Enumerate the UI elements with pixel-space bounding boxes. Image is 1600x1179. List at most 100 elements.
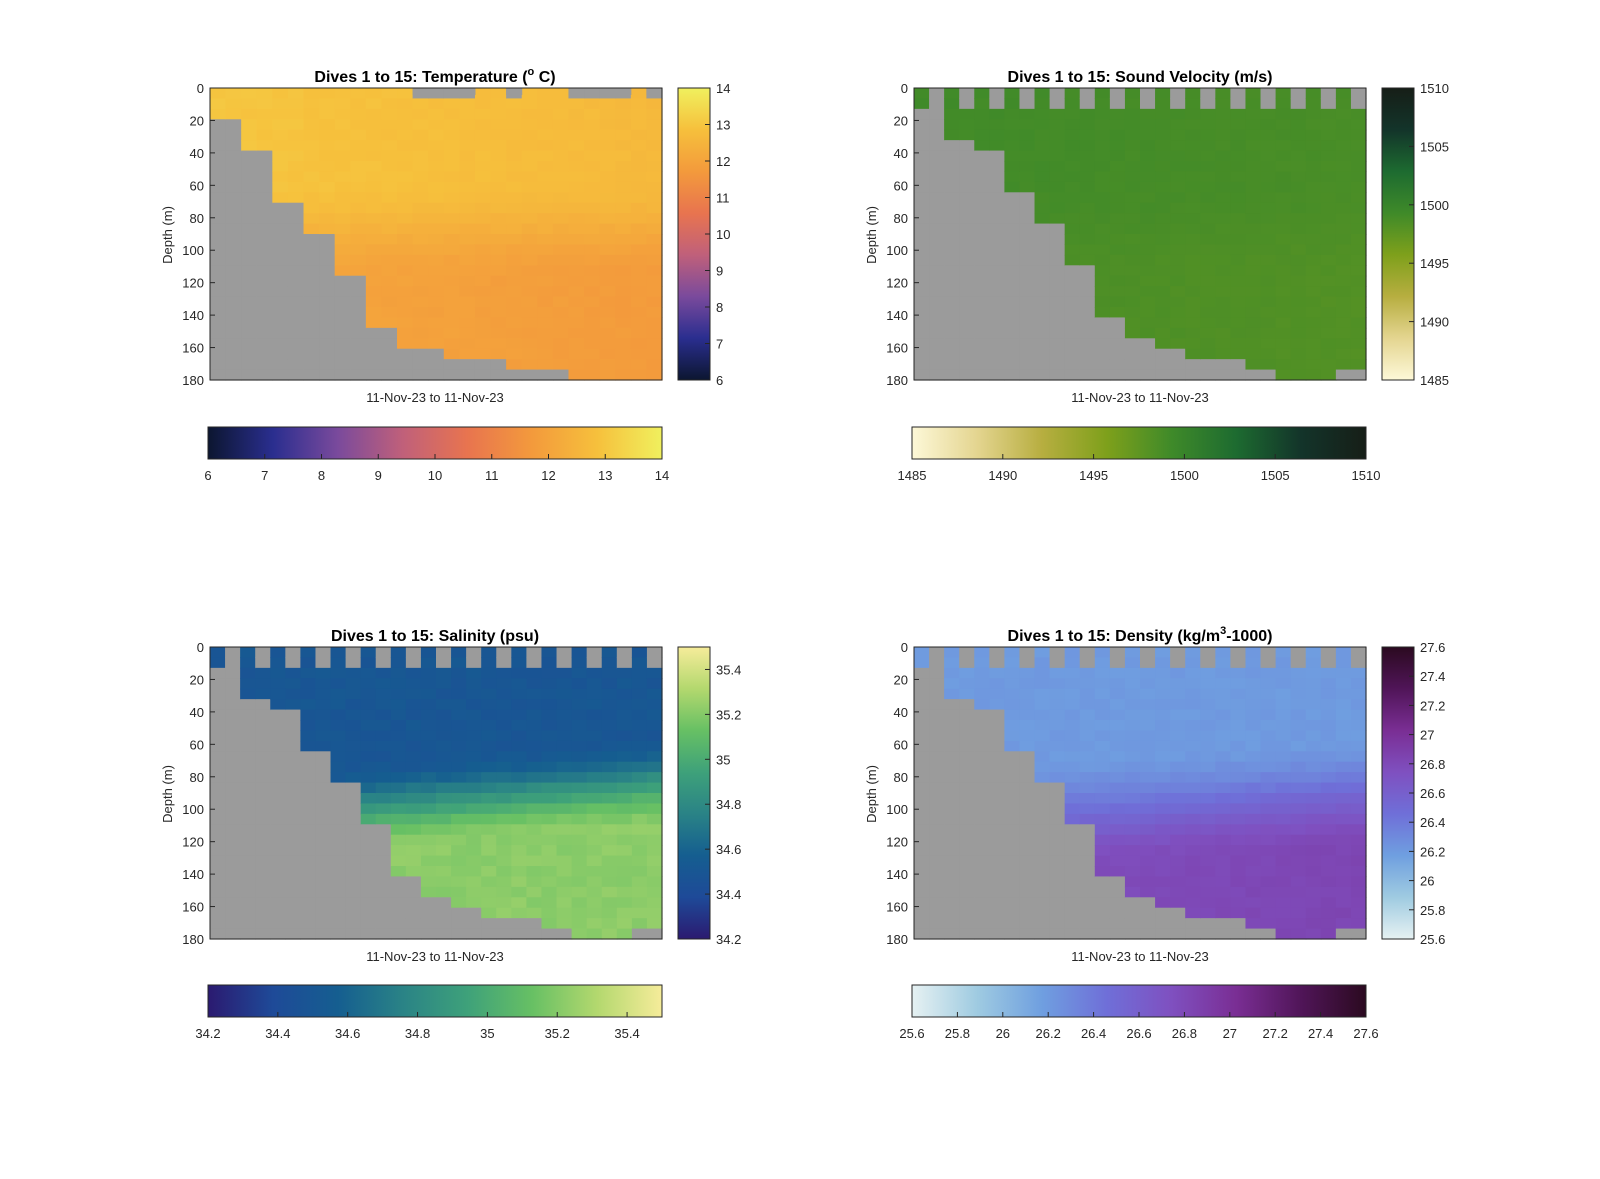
heatmap-cell bbox=[272, 317, 289, 329]
heatmap-cell bbox=[285, 876, 301, 888]
heatmap-cell bbox=[241, 192, 258, 204]
heatmap-cell bbox=[1305, 730, 1322, 742]
heatmap-cell bbox=[1335, 327, 1352, 339]
heatmap-cell bbox=[412, 348, 429, 360]
heatmap-cell bbox=[240, 772, 256, 784]
heatmap-cell bbox=[974, 897, 990, 909]
heatmap-cell bbox=[601, 657, 618, 669]
heatmap-cell bbox=[1260, 265, 1277, 277]
heatmap-cell bbox=[1170, 834, 1186, 846]
heatmap-cell bbox=[584, 140, 601, 152]
heatmap-cell bbox=[1019, 866, 1036, 878]
heatmap-cell bbox=[1350, 369, 1367, 381]
heatmap-cell bbox=[466, 813, 482, 825]
heatmap-cell bbox=[616, 740, 633, 752]
heatmap-cell bbox=[1124, 286, 1141, 298]
heatmap-cell bbox=[537, 234, 554, 246]
heatmap-cell bbox=[210, 359, 227, 371]
heatmap-cell bbox=[1275, 897, 1292, 909]
colorbar-tick-label: 12 bbox=[716, 154, 730, 169]
heatmap-cell bbox=[599, 275, 616, 287]
heatmap-cell bbox=[474, 286, 492, 298]
heatmap-cell bbox=[630, 234, 648, 246]
heatmap-cell bbox=[496, 678, 512, 690]
heatmap-cell bbox=[1230, 223, 1247, 235]
heatmap-cell bbox=[303, 234, 320, 246]
heatmap-cell bbox=[1200, 338, 1216, 350]
heatmap-cell bbox=[272, 98, 289, 110]
heatmap-cell bbox=[1140, 709, 1156, 721]
heatmap-cell bbox=[412, 108, 429, 120]
heatmap-cell bbox=[511, 688, 527, 700]
heatmap-cell bbox=[1215, 751, 1231, 763]
heatmap-cell bbox=[1140, 192, 1156, 204]
heatmap-cell bbox=[1200, 317, 1216, 329]
heatmap-cell bbox=[1245, 834, 1262, 846]
heatmap-cell bbox=[1094, 793, 1111, 805]
heatmap-cell bbox=[1200, 88, 1216, 100]
heatmap-cell bbox=[256, 171, 273, 183]
heatmap-cell bbox=[1170, 108, 1186, 120]
heatmap-cell bbox=[511, 720, 527, 732]
heatmap-cell bbox=[334, 213, 351, 225]
heatmap-cell bbox=[1064, 119, 1081, 131]
heatmap-cell bbox=[1275, 244, 1292, 256]
heatmap-cell bbox=[1350, 98, 1367, 110]
heatmap-cell bbox=[1049, 667, 1066, 679]
heatmap-cell bbox=[631, 813, 648, 825]
heatmap-cell bbox=[272, 161, 289, 173]
heatmap-cell bbox=[1290, 647, 1307, 659]
heatmap-cell bbox=[210, 108, 227, 120]
heatmap-cell bbox=[225, 782, 241, 794]
heatmap-cell bbox=[1140, 803, 1156, 815]
heatmap-cell bbox=[584, 213, 601, 225]
heatmap-cell bbox=[481, 928, 497, 940]
heatmap-cell bbox=[552, 213, 570, 225]
heatmap-cell bbox=[1155, 803, 1171, 815]
heatmap-cell bbox=[240, 709, 256, 721]
colorbar-tick-label: 8 bbox=[318, 468, 325, 483]
heatmap-cell bbox=[586, 667, 603, 679]
heatmap-cell bbox=[1049, 699, 1066, 711]
heatmap-cell bbox=[631, 886, 648, 898]
heatmap-cell bbox=[481, 720, 497, 732]
heatmap-cell bbox=[615, 327, 632, 339]
heatmap-cell bbox=[1230, 348, 1247, 360]
heatmap-cell bbox=[615, 296, 632, 308]
heatmap-cell bbox=[1064, 730, 1081, 742]
heatmap-cell bbox=[1064, 886, 1081, 898]
heatmap-cell bbox=[1140, 761, 1156, 773]
heatmap-cell bbox=[571, 834, 588, 846]
heatmap-cell bbox=[334, 234, 351, 246]
heatmap-cell bbox=[405, 709, 422, 721]
heatmap-cell bbox=[914, 338, 930, 350]
heatmap-cell bbox=[1034, 834, 1051, 846]
heatmap-cell bbox=[1350, 866, 1367, 878]
heatmap-cell bbox=[496, 793, 512, 805]
heatmap-cell bbox=[1079, 192, 1096, 204]
heatmap-cell bbox=[929, 918, 945, 930]
heatmap-cell bbox=[1019, 751, 1036, 763]
heatmap-cell bbox=[1019, 234, 1036, 246]
heatmap-cell bbox=[1064, 348, 1081, 360]
heatmap-cell bbox=[496, 928, 512, 940]
heatmap-cell bbox=[1350, 150, 1367, 162]
heatmap-cell bbox=[1305, 657, 1322, 669]
heatmap-cell bbox=[474, 213, 492, 225]
heatmap-cell bbox=[1320, 667, 1337, 679]
heatmap-cell bbox=[256, 286, 273, 298]
heatmap-cell bbox=[272, 129, 289, 141]
heatmap-cell bbox=[240, 657, 256, 669]
heatmap-cell bbox=[1109, 119, 1126, 131]
heatmap-cell bbox=[285, 647, 301, 659]
heatmap-cell bbox=[210, 876, 226, 888]
heatmap-cell bbox=[428, 359, 445, 371]
heatmap-cell bbox=[1049, 824, 1066, 836]
heatmap-cell bbox=[989, 647, 1005, 659]
heatmap-cell bbox=[466, 730, 482, 742]
heatmap-cell bbox=[1109, 161, 1126, 173]
heatmap-cell bbox=[1049, 688, 1066, 700]
heatmap-cell bbox=[1200, 150, 1216, 162]
heatmap-cell bbox=[1245, 348, 1262, 360]
heatmap-cell bbox=[272, 140, 289, 152]
